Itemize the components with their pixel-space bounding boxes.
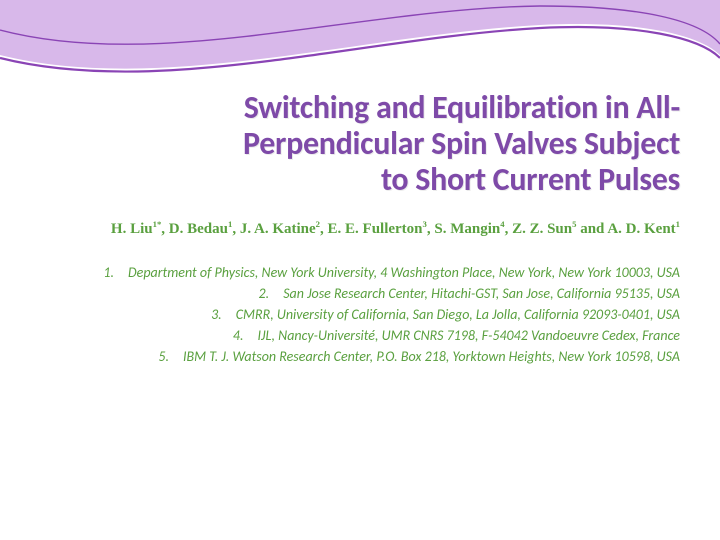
affiliation-text: Department of Physics, New York Universi… — [128, 264, 680, 281]
affiliation-list: 1. Department of Physics, New York Univer… — [40, 262, 680, 367]
affiliation-number: 4. — [218, 325, 244, 346]
affiliation-number: 3. — [196, 304, 222, 325]
slide-title: Switching and Equilibration in All-Perpe… — [40, 90, 680, 197]
affiliation-text: IJL, Nancy-Université, UMR CNRS 7198, F-… — [258, 327, 680, 344]
affiliation-number: 5. — [143, 346, 169, 367]
affiliation-number: 2. — [243, 283, 269, 304]
slide-content: Switching and Equilibration in All-Perpe… — [40, 90, 680, 367]
affiliation-item: 2. San Jose Research Center, Hitachi-GST,… — [40, 283, 680, 304]
affiliation-text: IBM T. J. Watson Research Center, P.O. B… — [183, 348, 680, 365]
affiliation-text: CMRR, University of California, San Dieg… — [236, 306, 680, 323]
author-line: H. Liu1*, D. Bedau1, J. A. Katine2, E. E… — [40, 219, 680, 239]
header-swoosh — [0, 0, 720, 100]
affiliation-text: San Jose Research Center, Hitachi-GST, S… — [283, 285, 680, 302]
affiliation-item: 4. IJL, Nancy-Université, UMR CNRS 7198, … — [40, 325, 680, 346]
affiliation-number: 1. — [88, 262, 114, 283]
affiliation-item: 3. CMRR, University of California, San Di… — [40, 304, 680, 325]
affiliation-item: 5. IBM T. J. Watson Research Center, P.O.… — [40, 346, 680, 367]
affiliation-item: 1. Department of Physics, New York Univer… — [40, 262, 680, 283]
